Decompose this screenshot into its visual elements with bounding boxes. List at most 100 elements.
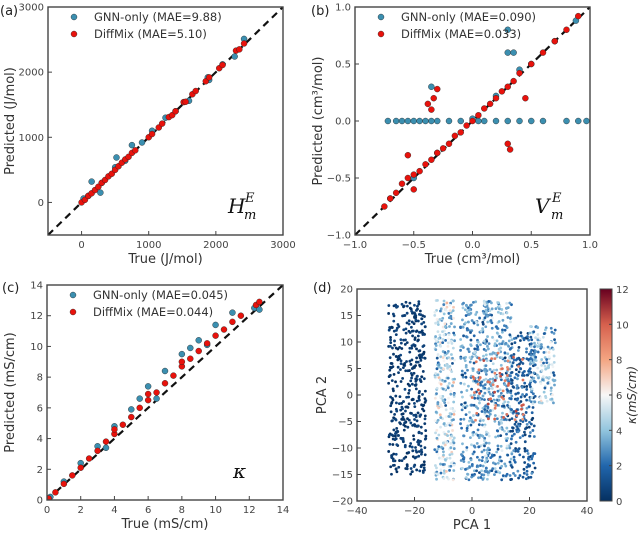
pca-point <box>466 368 469 372</box>
legend-entry: GNN-only (MAE=9.88) <box>94 10 222 24</box>
pca-point <box>498 371 502 375</box>
pca-point <box>470 443 473 447</box>
pca-point <box>508 356 511 360</box>
pca-point <box>521 434 525 438</box>
pca-point <box>500 449 504 453</box>
diffmix-point <box>69 472 76 479</box>
pca-point <box>483 303 487 307</box>
pca-point <box>395 401 398 405</box>
pca-point <box>415 399 419 403</box>
pca-point <box>482 439 486 443</box>
pca-point <box>521 403 525 407</box>
pca-point <box>518 424 521 428</box>
pca-point <box>477 356 481 360</box>
pca-point <box>464 321 467 325</box>
pca-point <box>509 442 513 446</box>
pca-point <box>521 413 525 416</box>
pca-point <box>498 342 502 346</box>
pca-point <box>464 335 468 338</box>
pca-point <box>497 307 501 311</box>
pca-point <box>517 345 521 349</box>
pca-point <box>524 427 527 431</box>
pca-point <box>409 442 413 445</box>
pca-point <box>486 344 489 348</box>
pca-point <box>404 338 407 342</box>
gnn-point <box>416 117 423 125</box>
pca-point <box>442 450 445 454</box>
pca-point <box>466 320 470 324</box>
pca-point <box>436 320 440 324</box>
pca-point <box>390 472 393 476</box>
pca-point <box>546 366 549 370</box>
pca-point <box>529 324 532 328</box>
pca-point <box>550 363 554 366</box>
colorbar-tick-label: 10 <box>616 320 629 331</box>
pca-point <box>392 373 396 376</box>
pca-point <box>466 472 469 476</box>
pca-point <box>421 333 425 336</box>
pca-point <box>390 366 393 370</box>
pca-point <box>404 467 408 470</box>
pca-point <box>451 346 455 350</box>
y-tick-label: 8 <box>37 373 43 384</box>
pca-point <box>517 370 521 374</box>
pca-point <box>519 419 523 422</box>
pca-point <box>414 364 417 368</box>
pca-point <box>488 412 492 416</box>
pca-point <box>494 307 498 311</box>
diffmix-point <box>220 326 228 333</box>
pca-point <box>397 402 401 406</box>
pca-point <box>523 395 527 398</box>
pca-point <box>389 404 393 408</box>
pca-point <box>465 426 469 430</box>
pca-point <box>499 346 503 350</box>
pca-point <box>523 447 527 450</box>
pca-point <box>483 412 487 416</box>
pca-point <box>532 361 535 365</box>
pca-point <box>488 352 492 356</box>
pca-point <box>400 401 404 405</box>
pca-point <box>472 334 476 338</box>
pca-point <box>415 419 419 423</box>
pca-point <box>475 441 479 445</box>
legend-marker <box>70 13 78 21</box>
pca-point <box>421 370 425 373</box>
pca-point <box>490 313 494 317</box>
pca-point <box>540 358 544 361</box>
gnn-point <box>410 117 417 125</box>
diffmix-point <box>203 340 211 347</box>
pca-point <box>435 318 439 321</box>
pca-point <box>527 371 531 375</box>
pca-point <box>412 371 416 375</box>
pca-point <box>533 341 536 345</box>
pca-point <box>405 405 409 409</box>
pca-point <box>475 469 478 473</box>
pca-point <box>479 329 483 333</box>
pca-point <box>486 380 490 384</box>
pca-point <box>436 353 440 356</box>
pca-point <box>531 429 535 432</box>
pca-point <box>465 448 469 452</box>
pca-point <box>504 341 508 345</box>
pca-point <box>505 439 508 442</box>
pca-point <box>537 341 541 344</box>
pca-point <box>540 345 544 349</box>
pca-point <box>389 336 392 339</box>
pca-point <box>463 406 467 410</box>
pca-point <box>483 436 487 440</box>
pca-point <box>467 478 471 482</box>
pca-point <box>487 434 491 438</box>
pca-point <box>408 389 411 392</box>
gnn-point <box>404 117 412 125</box>
x-tick-label: −0.5 <box>402 240 426 251</box>
pca-point <box>423 417 427 421</box>
pca-point <box>508 460 512 464</box>
diffmix-point <box>475 112 482 119</box>
gnn-point <box>457 117 464 125</box>
pca-point <box>506 306 510 310</box>
pca-point <box>462 334 465 338</box>
pca-point <box>516 448 520 452</box>
pca-point <box>462 460 466 463</box>
pca-point <box>515 386 519 390</box>
pca-point <box>468 466 472 469</box>
